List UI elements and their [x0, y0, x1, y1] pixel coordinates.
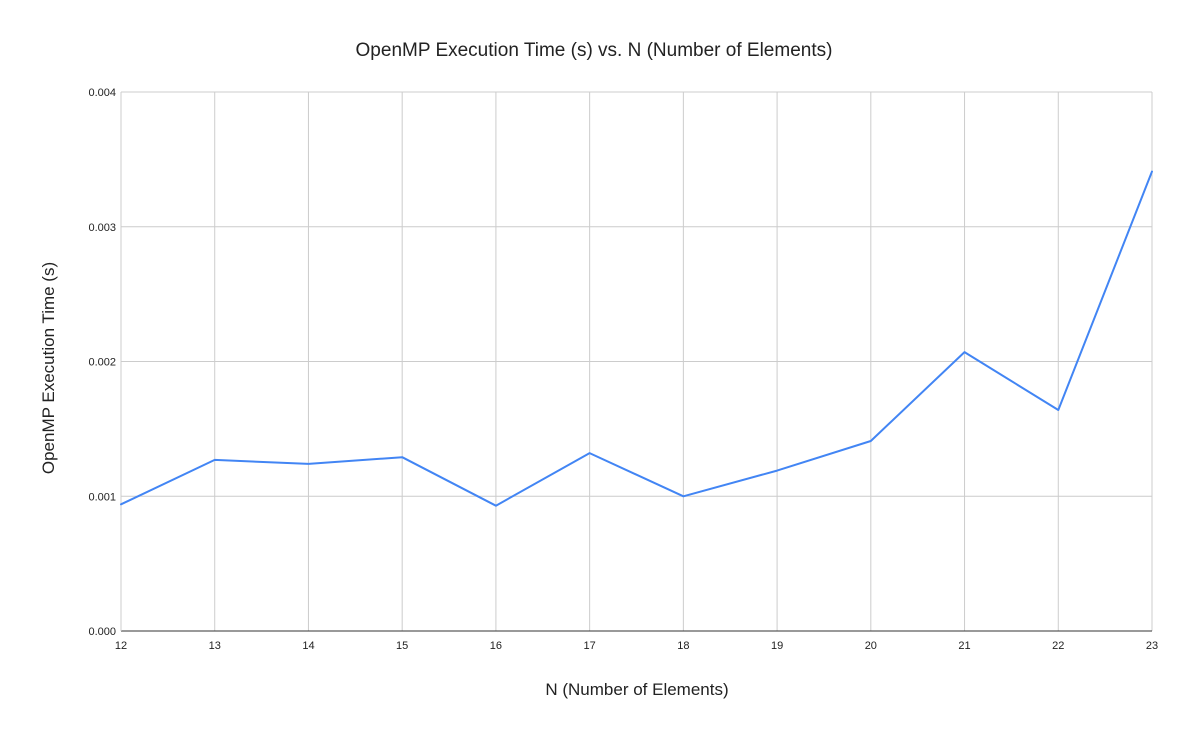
- series: [120, 170, 1153, 507]
- y-tick-label: 0.002: [88, 357, 116, 369]
- x-tick-label: 12: [115, 640, 127, 652]
- y-axis-label: OpenMP Execution Time (s): [39, 262, 58, 474]
- x-tick-label: 22: [1052, 640, 1064, 652]
- y-tick-label: 0.003: [88, 222, 116, 234]
- y-tick-label: 0.001: [88, 491, 116, 503]
- x-tick-label: 17: [584, 640, 596, 652]
- x-tick-labels: 12 13 14 15 16 17 18 19 20 21 22 23: [115, 640, 1158, 652]
- x-tick-label: 21: [958, 640, 970, 652]
- grid: [121, 91, 1153, 631]
- x-tick-label: 19: [771, 640, 783, 652]
- axes: [120, 92, 1152, 632]
- y-tick-labels: 0.000 0.001 0.002 0.003 0.004: [88, 87, 116, 638]
- x-tick-label: 20: [865, 640, 877, 652]
- x-tick-label: 18: [677, 640, 689, 652]
- x-tick-label: 13: [209, 640, 221, 652]
- x-tick-label: 23: [1146, 640, 1158, 652]
- series-line: [120, 170, 1153, 507]
- y-tick-label: 0.004: [88, 87, 116, 99]
- x-tick-label: 14: [302, 640, 314, 652]
- x-tick-label: 15: [396, 640, 408, 652]
- x-tick-label: 16: [490, 640, 502, 652]
- x-axis-label: N (Number of Elements): [545, 680, 728, 699]
- chart-title: OpenMP Execution Time (s) vs. N (Number …: [356, 40, 833, 61]
- y-tick-label: 0.000: [88, 626, 116, 638]
